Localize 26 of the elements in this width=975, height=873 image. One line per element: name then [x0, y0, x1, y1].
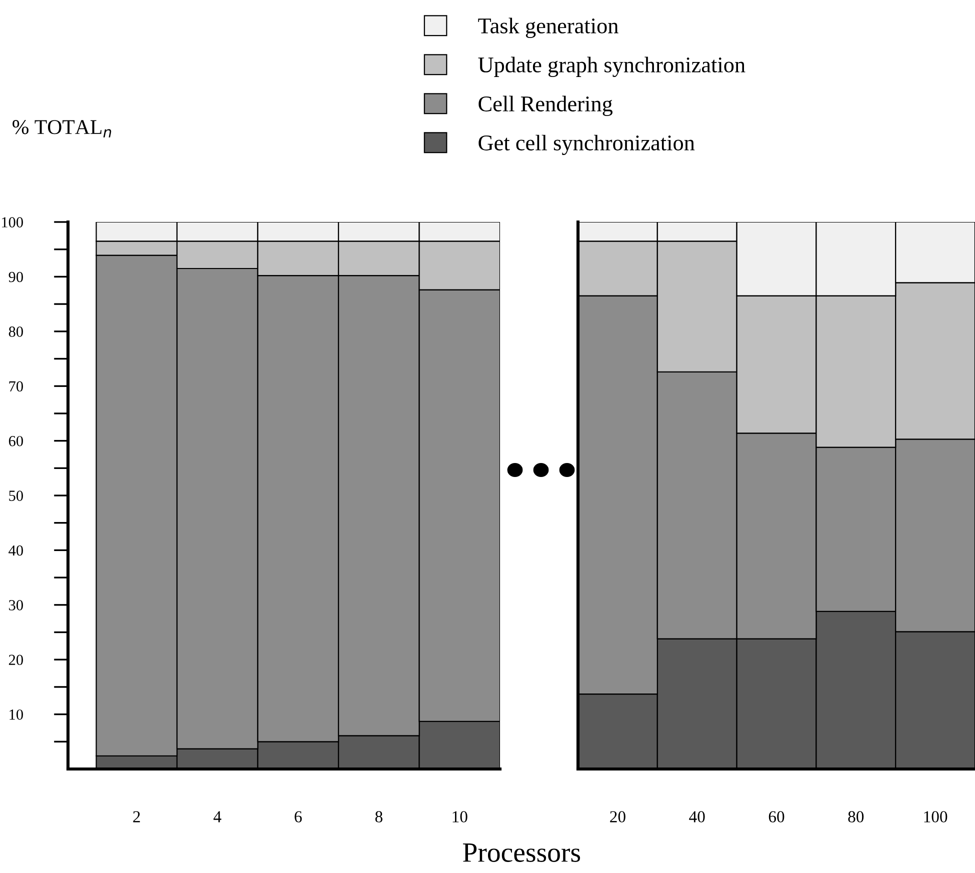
- x-tick-label: 4: [214, 811, 222, 822]
- x-tick-label: 20: [610, 811, 626, 822]
- y-tick-label: 40: [8, 545, 23, 556]
- y-tick-label: 90: [8, 272, 23, 282]
- x-tick-label: 80: [848, 811, 864, 822]
- legend-label: Cell Rendering: [478, 96, 612, 116]
- y-tick-label: 70: [9, 381, 23, 392]
- y-tick-label: 100: [2, 217, 23, 228]
- legend-label: Update graph synchronization: [478, 56, 746, 78]
- x-tick-label: 6: [294, 811, 302, 822]
- x-axis-title: Processors: [463, 843, 580, 862]
- y-tick-label: 30: [9, 600, 23, 610]
- x-tick-label: 8: [375, 811, 382, 822]
- x-tick-label: 2: [133, 811, 140, 822]
- x-tick-label: 100: [924, 811, 948, 822]
- y-tick-label: 20: [8, 654, 23, 666]
- y-axis-title: % TOTAL$_{n}$: [12, 120, 112, 138]
- y-tick-label: 60: [8, 436, 23, 446]
- y-tick-label: 50: [9, 490, 23, 501]
- x-tick-label: 10: [452, 811, 468, 822]
- y-tick-label: 80: [8, 326, 23, 337]
- legend-label: Task generation: [478, 18, 618, 38]
- y-tick-label: 10: [10, 709, 23, 720]
- legend-label: Get cell synchronization: [478, 134, 695, 156]
- x-tick-label: 60: [768, 811, 784, 822]
- x-tick-label: 40: [689, 811, 705, 822]
